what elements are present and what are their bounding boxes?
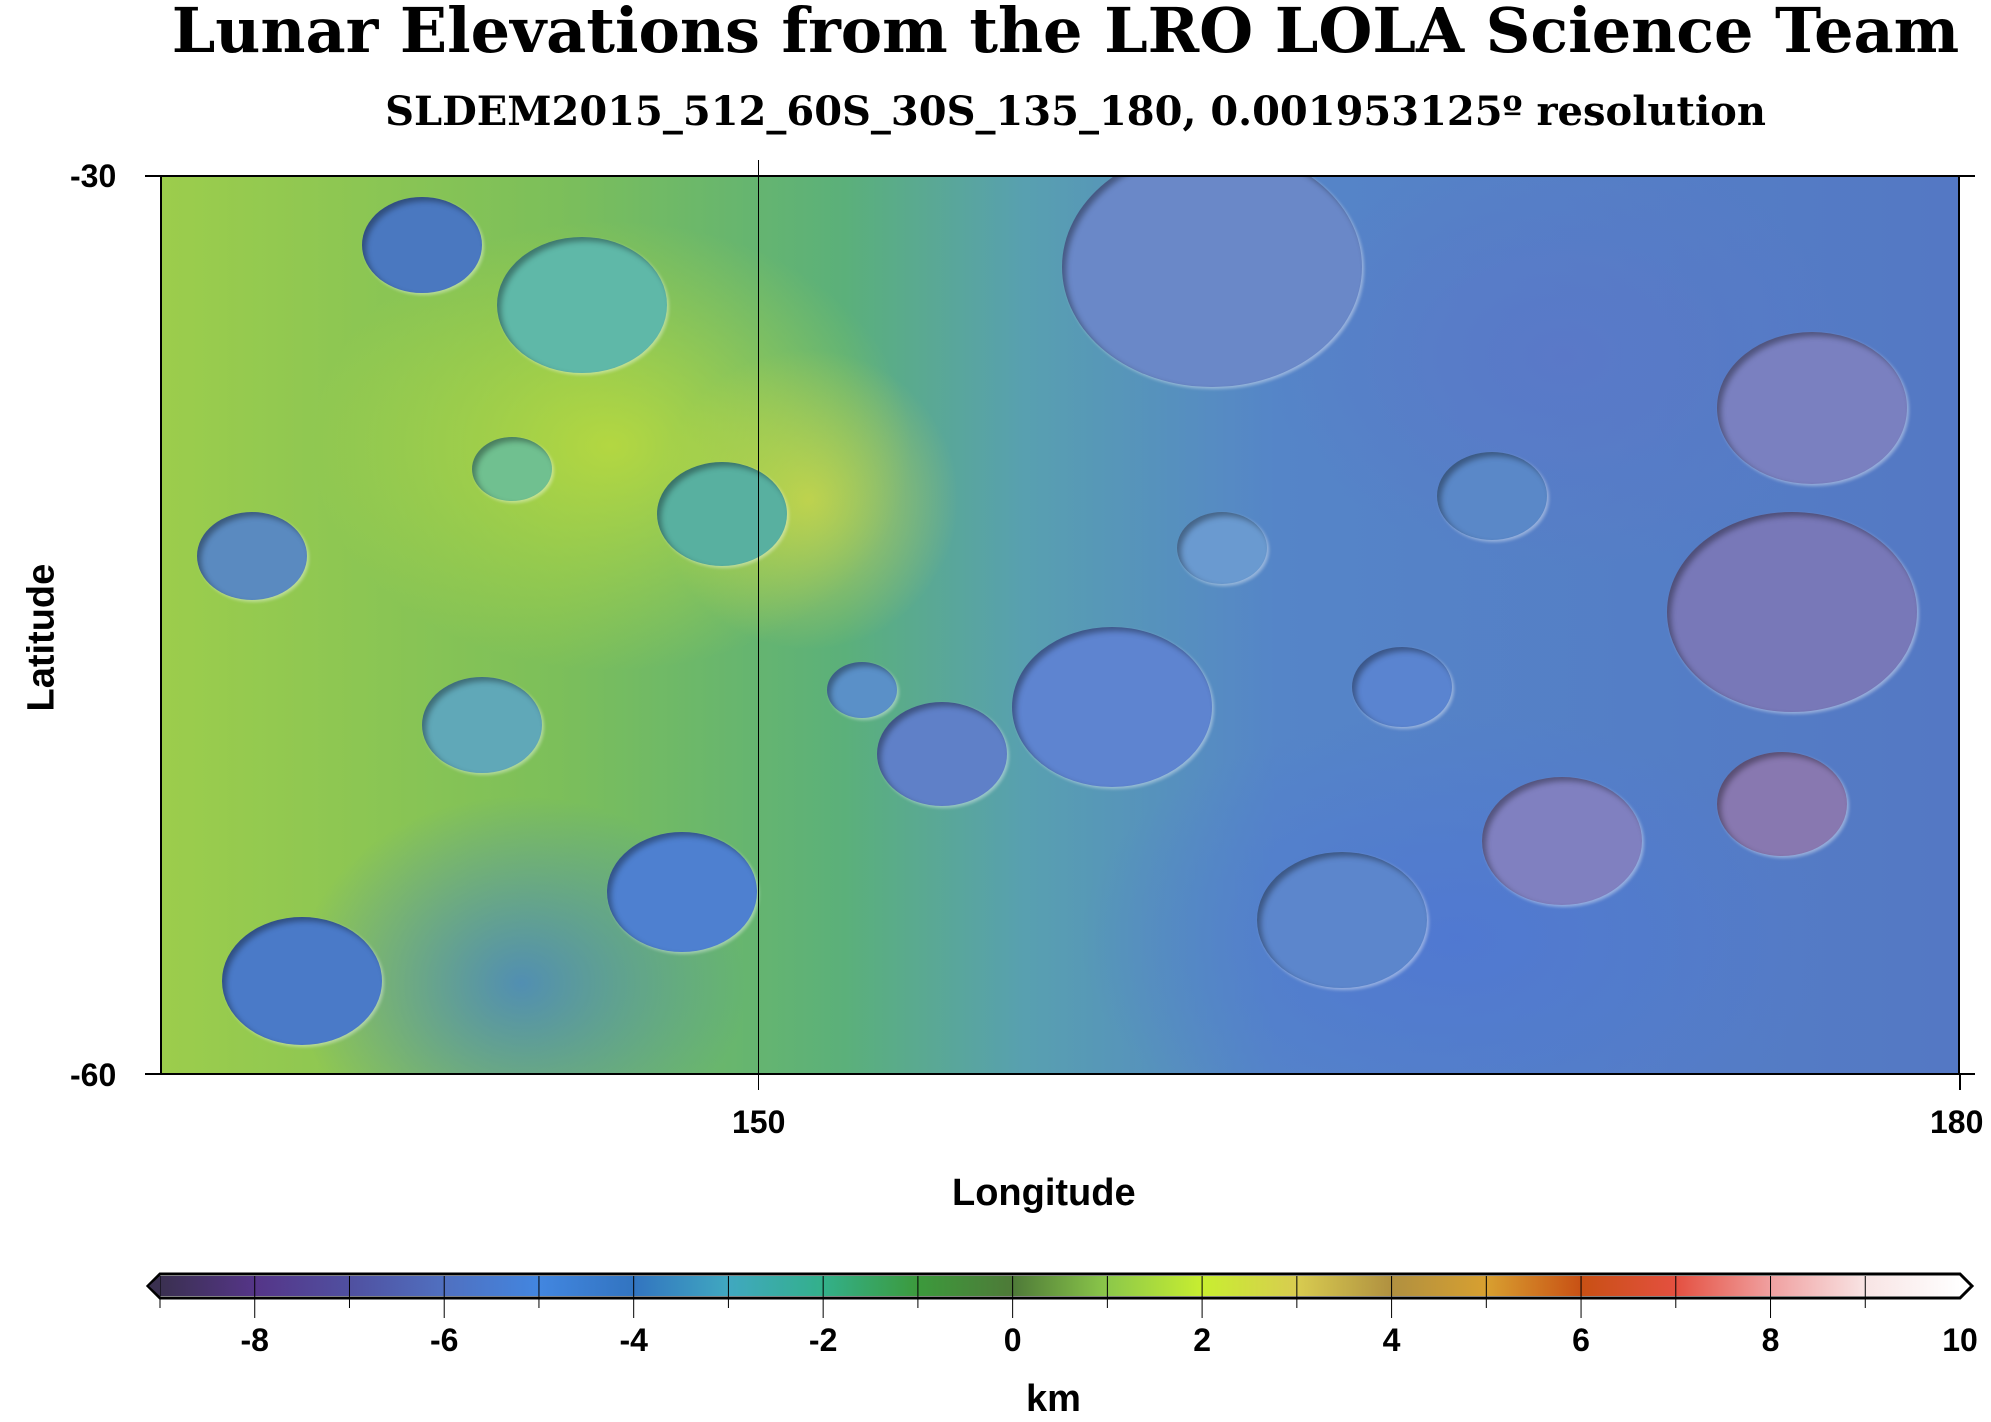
colorbar-segment bbox=[917, 1276, 1014, 1296]
colorbar-segment bbox=[538, 1276, 635, 1296]
colorbar-segment bbox=[1675, 1276, 1772, 1296]
colorbar-tick-label: 0 bbox=[1003, 1322, 1022, 1358]
colorbar bbox=[145, 1272, 1975, 1318]
map-title: Lunar Elevations from the LRO LOLA Scien… bbox=[171, 0, 1960, 67]
crater bbox=[1717, 332, 1907, 484]
colorbar-segment bbox=[728, 1276, 824, 1296]
x-tick-label: 180 bbox=[1930, 1104, 1984, 1140]
tick-y-top bbox=[145, 175, 160, 177]
colorbar-tick-label: 2 bbox=[1193, 1322, 1211, 1358]
colorbar-segment bbox=[349, 1276, 445, 1296]
gridline-150 bbox=[758, 160, 759, 1090]
colorbar-segment bbox=[823, 1276, 919, 1296]
colorbar-tick-label: 10 bbox=[1942, 1322, 1978, 1358]
colorbar-segment bbox=[1770, 1276, 1866, 1296]
crater bbox=[1257, 852, 1427, 988]
tick-y-bottom-right bbox=[1960, 1073, 1975, 1075]
colorbar-segment bbox=[1391, 1276, 1487, 1296]
crater bbox=[1352, 647, 1452, 727]
crater bbox=[197, 512, 307, 600]
crater bbox=[497, 237, 667, 373]
colorbar-tick-label: 6 bbox=[1572, 1322, 1590, 1358]
crater bbox=[422, 677, 542, 773]
elevation-map bbox=[160, 175, 1960, 1075]
colorbar-segment bbox=[633, 1276, 729, 1296]
crater bbox=[1437, 452, 1547, 540]
colorbar-segment bbox=[1012, 1276, 1108, 1296]
colorbar-tick-label: -8 bbox=[240, 1322, 269, 1358]
colorbar-low-triangle bbox=[149, 1276, 160, 1296]
colorbar-segment bbox=[1581, 1276, 1677, 1296]
crater bbox=[1667, 512, 1917, 712]
colorbar-segment bbox=[1865, 1276, 1961, 1296]
map-subtitle: SLDEM2015_512_60S_30S_135_180, 0.0019531… bbox=[385, 88, 1766, 135]
colorbar-tick-label: 4 bbox=[1382, 1322, 1401, 1358]
crater bbox=[222, 917, 382, 1045]
crater bbox=[607, 832, 757, 952]
x-tick-label: 150 bbox=[732, 1104, 786, 1140]
x-axis-label: Longitude bbox=[952, 1172, 1136, 1214]
colorbar-tick-label: -4 bbox=[619, 1322, 648, 1358]
colorbar-segment bbox=[444, 1276, 540, 1296]
crater bbox=[877, 702, 1007, 806]
colorbar-segment bbox=[1486, 1276, 1582, 1296]
crater bbox=[1062, 177, 1362, 387]
colorbar-segment bbox=[160, 1276, 256, 1296]
colorbar-segment bbox=[1296, 1276, 1393, 1296]
crater bbox=[362, 197, 482, 293]
tick-y-bottom bbox=[145, 1073, 160, 1075]
tick-x-180 bbox=[1959, 1075, 1961, 1090]
crater bbox=[1717, 752, 1847, 856]
colorbar-segment bbox=[1107, 1276, 1203, 1296]
crater bbox=[827, 662, 897, 718]
colorbar-tick-label: 8 bbox=[1761, 1322, 1780, 1358]
crater bbox=[472, 437, 552, 501]
y-axis-label: Latitude bbox=[20, 563, 63, 712]
colorbar-label: km bbox=[1026, 1378, 1081, 1420]
colorbar-tick-label: -6 bbox=[429, 1322, 459, 1358]
colorbar-segment bbox=[254, 1276, 350, 1296]
colorbar-tick-label: -2 bbox=[808, 1322, 838, 1358]
y-tick-label: -60 bbox=[70, 1057, 117, 1093]
crater bbox=[1177, 512, 1267, 584]
colorbar-frame bbox=[145, 1272, 1975, 1300]
tick-y-top-right bbox=[1960, 175, 1975, 177]
crater bbox=[657, 462, 787, 566]
y-tick-label: -30 bbox=[70, 158, 117, 194]
colorbar-segment bbox=[1202, 1276, 1298, 1296]
crater bbox=[1012, 627, 1212, 787]
crater bbox=[1482, 777, 1642, 905]
